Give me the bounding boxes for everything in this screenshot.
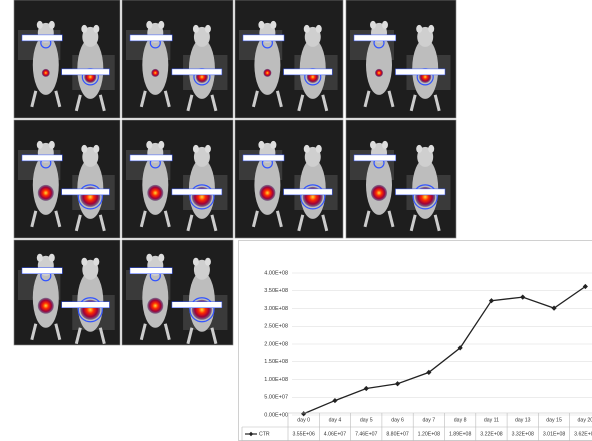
roi-label-box [61, 301, 110, 308]
y-tick-label: 2.00E+08 [264, 341, 288, 347]
table-value: 3.32E+08 [512, 431, 534, 437]
table-value: 4.06E+07 [324, 431, 346, 437]
x-tick-label: day 8 [454, 417, 467, 423]
chart-area [238, 240, 592, 441]
point-marker [488, 298, 495, 304]
roi-label-box [129, 267, 173, 274]
roi-label-box [129, 154, 173, 162]
point-marker [426, 369, 432, 375]
signal [41, 68, 50, 77]
point-marker [520, 294, 526, 300]
y-tick-label: 2.50E+08 [264, 324, 288, 330]
signal [375, 68, 383, 77]
imaging-panel [121, 119, 234, 239]
y-tick-label: 1.50E+08 [264, 359, 288, 365]
series-line [303, 285, 586, 415]
roi-label-box [242, 154, 285, 162]
roi-label-box [61, 68, 110, 76]
imaging-panel [234, 119, 344, 239]
y-tick-label: 0.00E+00 [264, 412, 288, 418]
point-marker [551, 305, 557, 311]
roi-circle [77, 184, 103, 210]
imaging-panel [345, 119, 457, 239]
x-tick-label: day 0 [297, 417, 310, 423]
x-tick-label: day 11 [484, 417, 499, 423]
signal [37, 297, 54, 314]
signal [151, 68, 160, 77]
roi-label-box [353, 154, 397, 162]
roi-label-box [395, 188, 446, 196]
imaging-panel [345, 0, 457, 119]
signal [263, 68, 272, 77]
signal [37, 184, 54, 201]
roi-label-box [21, 154, 63, 162]
signal [371, 184, 387, 201]
roi-label-box [171, 301, 223, 308]
table-value: 1.89E+08 [449, 431, 471, 437]
chart-frame [238, 240, 592, 441]
table-value: 3.62E+08 [574, 431, 592, 437]
signal [147, 184, 164, 201]
point-marker [332, 397, 338, 404]
point-marker [363, 385, 369, 392]
x-tick-label: day 20 [578, 417, 592, 423]
point-marker [394, 381, 401, 387]
point-marker [457, 345, 463, 351]
roi-label-box [395, 68, 446, 76]
roi-label-box [353, 34, 397, 42]
roi-label-box [171, 188, 223, 196]
imaging-panel [121, 239, 234, 346]
roi-circle [77, 297, 103, 323]
table-value: 8.80E+07 [386, 431, 408, 437]
roi-circle [189, 184, 215, 210]
table-value: 7.46E+07 [355, 431, 377, 437]
x-tick-label: day 5 [360, 417, 373, 423]
imaging-panel [234, 0, 344, 119]
roi-label-box [242, 34, 285, 42]
y-tick-label: 4.00E+08 [264, 270, 288, 276]
table-value: 3.55E+06 [292, 431, 314, 437]
imaging-panel [13, 239, 121, 346]
signal [259, 184, 276, 201]
point-marker [301, 411, 307, 417]
y-tick-label: 3.00E+08 [264, 306, 288, 312]
legend-marker [248, 431, 254, 437]
y-tick-label: 5.00E+07 [264, 395, 288, 401]
roi-circle [189, 297, 215, 323]
line-chart: 0.00E+00 5.00E+07 1.00E+08 1.50E+08 2.00E+08… [241, 270, 592, 441]
table-value: 3.22E+08 [480, 431, 502, 437]
roi-label-box [171, 68, 223, 76]
roi-label-box [129, 34, 173, 42]
roi-label-box [21, 34, 63, 42]
signal [147, 297, 164, 314]
y-tick-label: 3.50E+08 [264, 288, 288, 294]
roi-label-box [21, 267, 63, 274]
roi-circle [300, 184, 326, 210]
legend-label: CTR [259, 431, 270, 437]
x-tick-label: day 15 [546, 417, 562, 423]
point-marker [582, 283, 588, 290]
x-tick-label: day 6 [391, 417, 404, 423]
x-tick-label: day 13 [515, 417, 531, 423]
roi-label-box [283, 188, 333, 196]
imaging-panel [121, 0, 234, 119]
x-tick-label: day 7 [422, 417, 435, 423]
imaging-panel [13, 0, 121, 119]
roi-label-box [61, 188, 110, 196]
x-tick-label: day 4 [329, 417, 342, 423]
table-value: 1.20E+08 [418, 431, 440, 437]
roi-label-box [283, 68, 333, 76]
imaging-panels [13, 0, 457, 346]
imaging-panel [13, 119, 121, 239]
y-tick-label: 1.00E+08 [264, 377, 288, 383]
table-value: 3.01E+08 [543, 431, 565, 437]
roi-circle [412, 184, 438, 210]
